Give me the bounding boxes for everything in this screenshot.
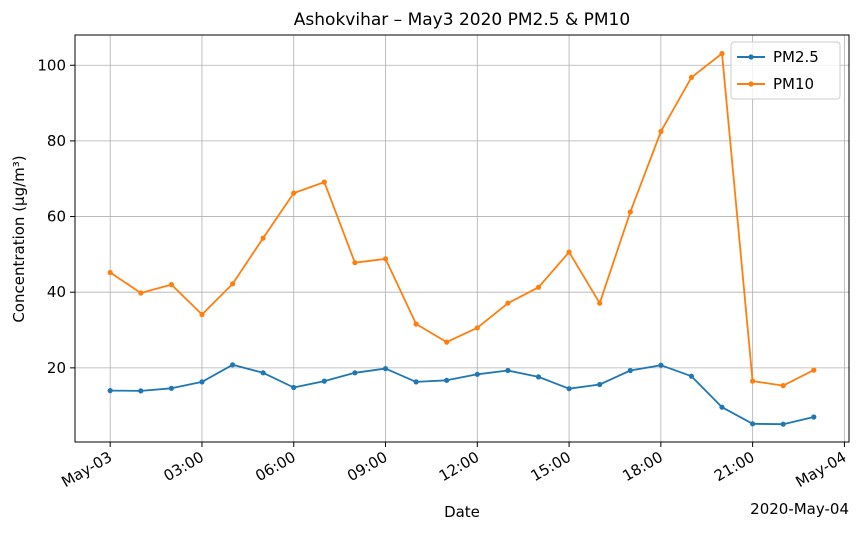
data-point-pm25 [413,379,419,385]
data-point-pm10 [811,367,817,373]
y-tick-label: 80 [47,132,66,150]
data-point-pm10 [627,209,633,215]
data-point-pm10 [505,300,511,306]
data-point-pm25 [811,414,817,420]
y-tick-label: 60 [47,208,66,226]
data-point-pm10 [535,284,542,290]
data-point-pm25 [444,377,450,383]
legend: PM2.5 PM10 [730,41,841,100]
data-point-pm10 [260,235,266,241]
data-point-pm10 [352,260,358,266]
data-point-pm25 [474,371,480,377]
data-point-pm10 [658,128,664,135]
y-tick-label: 20 [47,359,66,377]
data-point-pm25 [505,367,511,374]
data-point-pm25 [719,404,725,410]
data-point-pm25 [566,386,572,392]
data-point-pm25 [260,370,266,376]
data-point-pm25 [321,378,327,384]
data-point-pm10 [688,74,695,80]
data-point-pm25 [138,388,144,394]
data-point-pm10 [321,179,327,185]
data-point-pm25 [627,367,633,374]
data-point-pm10 [780,383,786,389]
data-point-pm25 [780,421,786,427]
data-point-pm10 [138,290,144,296]
data-point-pm25 [352,370,358,376]
legend-marker-pm25 [748,54,754,60]
data-point-pm10 [382,256,389,262]
data-point-pm25 [688,373,695,379]
data-point-pm10 [107,269,113,276]
data-point-pm10 [230,281,236,287]
data-point-pm10 [750,378,756,384]
data-point-pm25 [291,384,297,391]
grid-lines [75,35,849,442]
data-point-pm10 [199,311,205,318]
x-offset-label: 2020-May-04 [750,500,849,518]
data-point-pm10 [566,249,572,255]
data-point-pm10 [719,50,725,57]
data-point-pm25 [597,381,603,388]
legend-label-pm25: PM2.5 [773,48,819,66]
series-line-pm10 [109,52,815,387]
data-point-pm10 [291,190,297,196]
data-point-pm25 [107,388,113,394]
y-axis-ticks: 20 40 60 80 100 [37,56,75,377]
data-point-pm10 [444,339,450,345]
chart-title: Ashokvihar – May3 2020 PM2.5 & PM10 [294,10,630,30]
data-point-pm10 [597,300,603,306]
data-point-pm25 [382,366,389,372]
data-point-pm25 [535,374,542,380]
y-tick-label: 40 [47,283,66,301]
y-axis-label: Concentration (μg/m³) [10,155,28,322]
x-axis-label: Date [444,503,480,521]
data-point-pm10 [413,321,419,327]
data-point-pm25 [168,385,174,391]
data-point-pm25 [658,362,664,368]
data-point-pm25 [230,362,236,368]
series-lines [107,50,817,427]
series-line-pm25 [110,363,815,426]
data-point-pm10 [474,325,480,331]
data-point-pm10 [168,282,174,288]
y-tick-label: 100 [37,56,66,74]
legend-label-pm10: PM10 [773,75,814,93]
data-point-pm25 [199,379,205,385]
legend-marker-pm10 [748,81,754,87]
data-point-pm25 [750,421,756,427]
plot-frame [74,34,850,443]
